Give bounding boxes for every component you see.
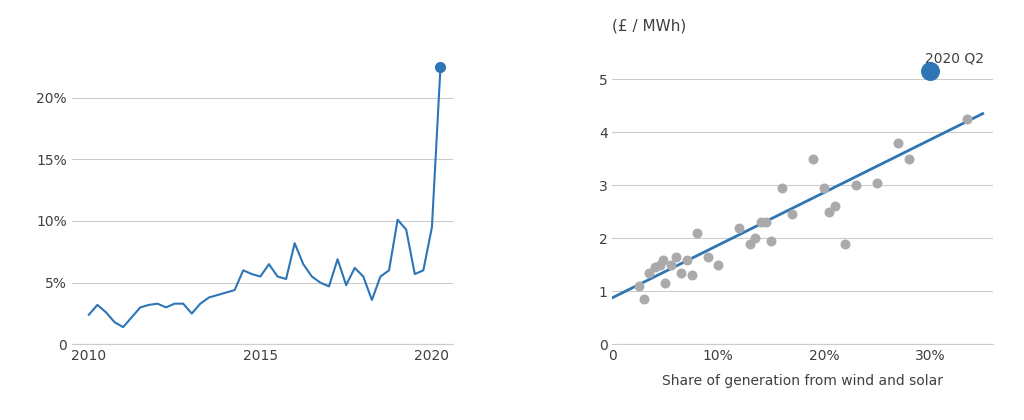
Point [741, 240, 758, 247]
X-axis label: Share of generation from wind and solar: Share of generation from wind and solar [663, 374, 943, 389]
Point [958, 116, 975, 122]
Point [848, 182, 864, 189]
Point [837, 240, 853, 247]
Text: (£ / MWh): (£ / MWh) [612, 19, 687, 34]
Point [646, 264, 663, 271]
Point [663, 262, 679, 268]
Point [816, 184, 833, 191]
Point [673, 269, 689, 276]
Point [763, 238, 779, 244]
Point [753, 219, 769, 226]
Point [900, 155, 916, 162]
Point [678, 256, 694, 263]
Point [631, 283, 647, 289]
Point [636, 296, 652, 303]
Point [655, 256, 672, 263]
Point [668, 254, 684, 260]
Point [784, 211, 801, 218]
Point [922, 68, 938, 74]
Point [689, 230, 706, 236]
Point [748, 235, 764, 242]
Point [821, 208, 838, 215]
Point [684, 272, 700, 279]
Point [826, 203, 843, 210]
Point [805, 155, 821, 162]
Point [890, 139, 906, 146]
Text: 2020 Q2: 2020 Q2 [925, 51, 984, 65]
Point [773, 184, 790, 191]
Point [731, 224, 748, 231]
Point [641, 269, 657, 276]
Point [652, 262, 669, 268]
Point [758, 219, 774, 226]
Point [657, 280, 674, 287]
Point [868, 179, 885, 186]
Point [699, 254, 716, 260]
Point [710, 262, 726, 268]
